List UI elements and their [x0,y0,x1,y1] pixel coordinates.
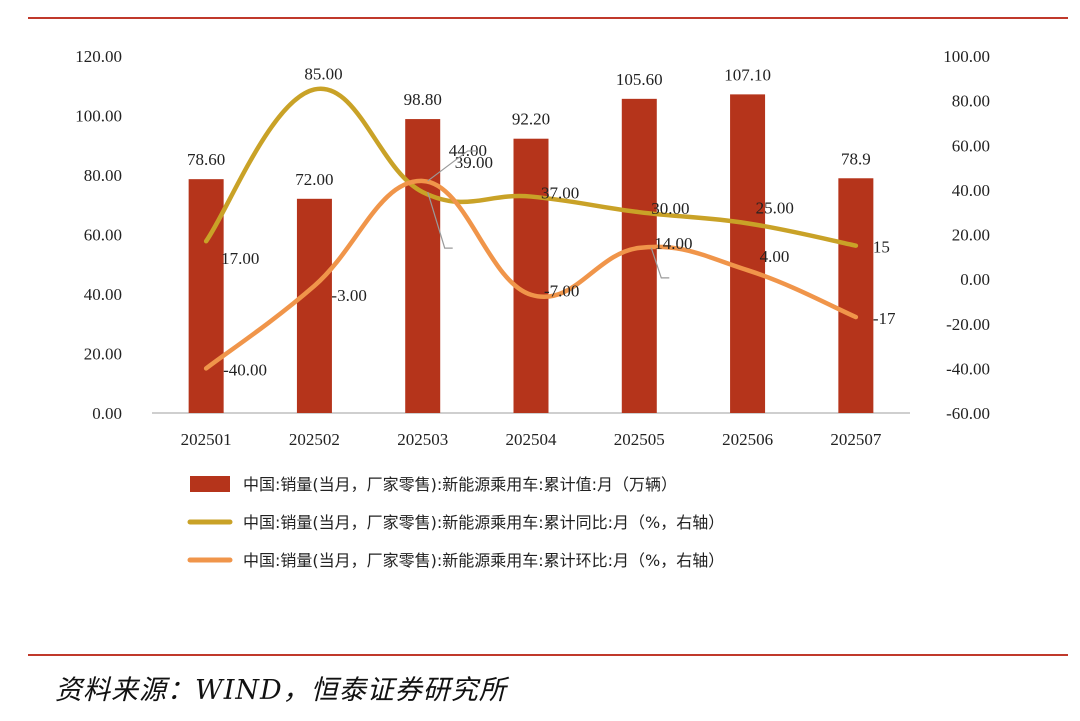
left-tick-label: 40.00 [84,285,122,304]
bar [838,178,874,413]
right-tick-label: -40.00 [946,359,990,378]
bar-value-label: 107.10 [724,65,771,84]
right-tick-label: 100.00 [943,47,990,66]
source-note: 资料来源：WIND，恒泰证券研究所 [55,675,507,706]
left-tick-label: 120.00 [75,47,122,66]
bar-value-label: 98.80 [404,90,442,109]
legend-swatch-bar [190,476,230,492]
bar [188,179,224,413]
left-tick-label: 20.00 [84,345,122,364]
x-tick-label: 202505 [614,430,665,449]
legend-label: 中国:销量(当月，厂家零售):新能源乘用车:累计值:月（万辆） [243,475,677,494]
x-tick-label: 202501 [181,430,232,449]
label-leader-line [650,247,670,279]
left-tick-label: 60.00 [84,226,122,245]
bar [296,198,332,413]
yoy-value-label: 15 [873,238,890,257]
mom-value-label: -17 [873,309,896,328]
bar-value-label: 78.60 [187,150,225,169]
mom-value-label: 4.00 [760,247,790,266]
right-axis-ticks: -60.00 -40.00 -20.00 0.00 20.00 40.00 60.00 80.… [943,47,990,423]
line-series [203,86,859,371]
line-mom [203,178,859,371]
bar [730,94,766,413]
right-tick-label: 40.00 [952,181,990,200]
label-leader-line [427,191,453,249]
right-tick-label: -60.00 [946,404,990,423]
mom-value-label: -40.00 [223,360,267,379]
bar [621,98,657,413]
right-tick-label: 60.00 [952,136,990,155]
x-tick-label: 202502 [289,430,340,449]
legend: 中国:销量(当月，厂家零售):新能源乘用车:累计值:月（万辆） 中国:销量(当月，… [187,475,724,570]
bottom-rule [28,654,1068,656]
mom-value-label: -7.00 [544,282,579,301]
bar [513,138,549,413]
chart: 0.00 20.00 40.00 60.00 80.00 100.00 120.00 -60… [75,47,990,570]
left-tick-label: 0.00 [92,404,122,423]
yoy-value-label: 17.00 [221,249,259,268]
line-yoy [203,86,859,248]
yoy-value-label: 30.00 [651,199,689,218]
bar [405,119,441,413]
right-tick-label: 20.00 [952,226,990,245]
right-tick-label: 0.00 [960,270,990,289]
bar-value-label: 72.00 [295,170,333,189]
bar-value-label: 78.9 [841,149,871,168]
data-labels: 78.60 72.00 98.80 92.20 105.60 107.10 78.9 17.0… [187,64,896,379]
bar-series [188,94,874,413]
left-tick-label: 80.00 [84,166,122,185]
x-tick-label: 202506 [722,430,773,449]
x-tick-label: 202504 [506,430,558,449]
left-tick-label: 100.00 [75,107,122,126]
bar-value-label: 105.60 [616,70,663,89]
right-tick-label: -20.00 [946,315,990,334]
yoy-value-label: 25.00 [756,198,794,217]
yoy-value-label: 39.00 [455,153,493,172]
bar-value-label: 92.20 [512,110,550,129]
top-rule [28,17,1068,19]
x-tick-label: 202503 [397,430,448,449]
mom-value-label: 14.00 [654,234,692,253]
mom-value-label: -3.00 [331,286,366,305]
legend-label: 中国:销量(当月，厂家零售):新能源乘用车:累计同比:月（%，右轴） [243,513,724,532]
x-axis-ticks: 202501 202502 202503 202504 202505 202506 2025… [181,430,882,449]
yoy-value-label: 37.00 [541,184,579,203]
left-axis-ticks: 0.00 20.00 40.00 60.00 80.00 100.00 120.00 [75,47,122,423]
x-tick-label: 202507 [830,430,882,449]
yoy-value-label: 85.00 [304,64,342,83]
legend-label: 中国:销量(当月，厂家零售):新能源乘用车:累计环比:月（%，右轴） [243,551,724,570]
label-leader-line [427,150,478,182]
right-tick-label: 80.00 [952,92,990,111]
